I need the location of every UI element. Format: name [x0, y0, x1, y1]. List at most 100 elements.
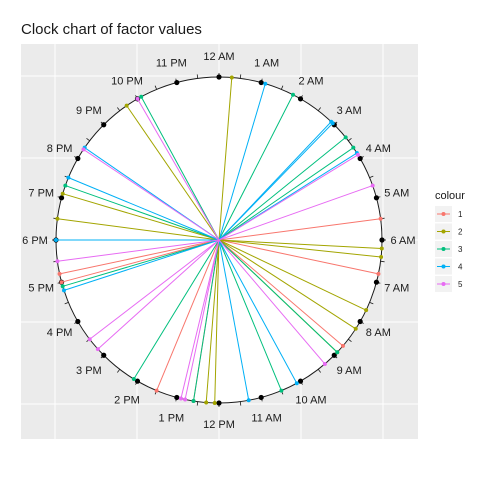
- series-point: [376, 271, 381, 276]
- series-line: [218, 83, 266, 241]
- legend-label: 2: [458, 228, 463, 237]
- series-point: [378, 216, 383, 221]
- hour-marker: [331, 352, 337, 358]
- hour-label: 3 PM: [76, 365, 102, 377]
- series-line: [63, 239, 220, 291]
- hour-label: 11 AM: [251, 413, 281, 425]
- series-point: [60, 191, 65, 196]
- series-point: [135, 96, 140, 101]
- hour-label: 1 AM: [254, 57, 279, 69]
- series-line: [137, 98, 220, 241]
- legend-swatch-point: [441, 229, 446, 234]
- hour-marker: [357, 318, 363, 325]
- series-point: [59, 280, 64, 285]
- legend-label: 5: [458, 280, 463, 289]
- clock-tick: [64, 302, 69, 305]
- series-point: [60, 284, 65, 289]
- series-point: [54, 238, 58, 242]
- series-line: [83, 149, 220, 241]
- series-line: [97, 239, 220, 350]
- series-line: [57, 218, 220, 241]
- hour-marker: [216, 400, 222, 406]
- series-point: [322, 361, 327, 366]
- clock-tick: [348, 138, 352, 142]
- series-point: [294, 381, 299, 386]
- hour-label: 7 PM: [28, 187, 54, 199]
- hour-marker: [258, 394, 264, 401]
- hour-marker: [357, 155, 363, 162]
- hour-label: 8 PM: [47, 143, 73, 155]
- series-point: [279, 388, 284, 393]
- hour-label: 12 AM: [203, 51, 234, 63]
- series-point: [330, 121, 335, 126]
- series-point: [66, 175, 71, 180]
- series-point: [191, 398, 196, 403]
- series-point: [57, 271, 62, 276]
- series-point: [212, 400, 217, 405]
- clock-tick: [196, 74, 199, 79]
- clock-tick: [154, 85, 157, 90]
- hour-marker: [75, 155, 81, 162]
- clock-tick: [380, 260, 385, 263]
- series-line: [218, 239, 382, 250]
- clock-tick: [348, 338, 352, 342]
- hour-label: 12 PM: [203, 419, 235, 431]
- hour-marker: [134, 378, 141, 384]
- legend-label: 3: [458, 245, 463, 254]
- hour-marker: [58, 195, 65, 201]
- hour-marker: [101, 352, 107, 358]
- hour-label: 4 PM: [47, 327, 73, 339]
- series-line: [218, 239, 250, 401]
- series-point: [124, 103, 129, 108]
- legend-swatch-point: [441, 212, 446, 216]
- legend-swatch-point: [441, 247, 446, 251]
- hour-label: 5 AM: [384, 187, 409, 199]
- series-point: [95, 347, 100, 352]
- series-line: [218, 239, 326, 365]
- hour-label: 11 PM: [156, 57, 187, 69]
- series-point: [229, 75, 234, 80]
- series-line: [156, 239, 220, 391]
- series-point: [263, 81, 268, 86]
- series-point: [335, 350, 340, 355]
- clock-tick: [369, 175, 374, 178]
- series-line: [218, 239, 282, 391]
- series-point: [340, 343, 345, 348]
- clock-tick: [86, 138, 90, 142]
- series-line: [57, 239, 220, 262]
- clock-tick: [239, 401, 242, 406]
- series-line: [218, 154, 359, 241]
- hour-marker: [75, 318, 81, 325]
- hour-label: 7 AM: [384, 283, 409, 295]
- series-line: [133, 239, 220, 380]
- series-line: [218, 239, 379, 275]
- clock-tick: [196, 401, 199, 406]
- series-point: [246, 398, 251, 403]
- series-line: [218, 239, 298, 384]
- hour-label: 6 AM: [390, 235, 415, 247]
- series-point: [291, 92, 296, 97]
- hour-label: 8 AM: [366, 327, 391, 339]
- hour-label: 10 PM: [111, 76, 143, 88]
- legend-swatch-point: [441, 282, 446, 286]
- series-point: [178, 396, 183, 401]
- series-line: [218, 185, 373, 241]
- series-point: [87, 337, 92, 342]
- series-line: [68, 177, 220, 241]
- series-line: [140, 96, 220, 241]
- hour-marker: [297, 96, 304, 102]
- clock-tick: [369, 302, 374, 305]
- series-point: [81, 147, 86, 152]
- hour-label: 4 AM: [366, 143, 391, 155]
- hour-label: 3 AM: [337, 105, 362, 117]
- hour-label: 9 AM: [337, 365, 362, 377]
- hour-marker: [297, 378, 304, 384]
- series-point: [154, 388, 159, 393]
- hour-marker: [373, 279, 380, 285]
- series-point: [379, 246, 384, 251]
- hour-marker: [258, 79, 264, 86]
- hour-marker: [373, 195, 380, 201]
- legend: colour 1 2 3 4 5: [435, 190, 465, 292]
- series-line: [218, 122, 334, 241]
